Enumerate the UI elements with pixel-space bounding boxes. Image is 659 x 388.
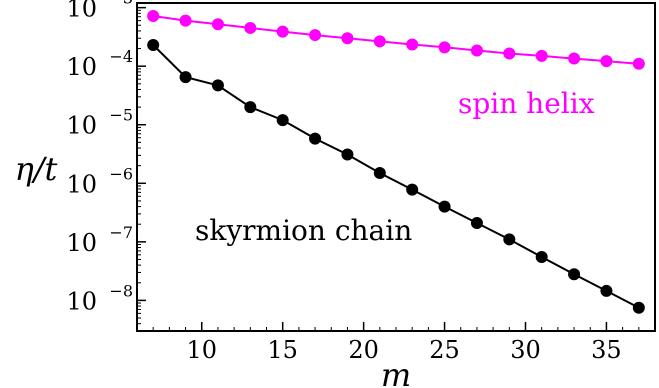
data-point [406, 38, 419, 51]
series-label-spin-helix: spin helix [458, 87, 595, 120]
data-point [373, 166, 386, 179]
x-tick-label: 15 [267, 336, 298, 364]
data-point [276, 25, 289, 38]
x-tick-label: 20 [348, 336, 379, 364]
data-point [632, 301, 645, 314]
plot-frame [136, 2, 656, 332]
x-axis-ticks: 10 15 20 25 30 35 [152, 322, 640, 364]
data-point [470, 44, 483, 57]
data-point [244, 101, 257, 114]
y-tick-label: 10 [66, 170, 97, 198]
data-point [503, 233, 516, 246]
series-layer [147, 9, 645, 314]
series-label-skyrmion-chain: skyrmion chain [195, 214, 412, 247]
y-tick-label: 10 [66, 287, 97, 315]
data-point [568, 268, 581, 281]
x-tick-label: 25 [429, 336, 460, 364]
series-line-1 [152, 44, 640, 309]
data-point [438, 200, 451, 213]
data-point [179, 14, 192, 27]
x-tick-label: 30 [510, 336, 541, 364]
y-tick-label: 10 [66, 112, 97, 140]
data-point [147, 9, 160, 22]
data-point [568, 52, 581, 65]
data-point [341, 32, 354, 45]
y-tick-exponent: −5 [109, 106, 133, 125]
data-point [373, 35, 386, 48]
data-point [438, 41, 451, 54]
data-point [211, 79, 224, 92]
y-tick-label: 10 [66, 53, 97, 81]
y-tick-exponent: −6 [109, 164, 133, 183]
data-point [244, 21, 257, 34]
x-axis-label: m [381, 356, 411, 388]
data-point [600, 284, 613, 297]
data-point [276, 114, 289, 127]
y-tick-exponent: −8 [109, 281, 133, 300]
y-tick-exponent: −7 [109, 223, 133, 242]
y-tick-label: 10 [66, 229, 97, 257]
data-point [341, 148, 354, 161]
y-tick-label: 10 [66, 0, 97, 23]
data-point [535, 251, 548, 264]
data-point [535, 49, 548, 62]
x-tick-label: 35 [591, 336, 622, 364]
data-point [179, 71, 192, 84]
y-tick-exponent: −3 [109, 0, 133, 8]
data-point [211, 18, 224, 31]
y-axis-ticks: 10 −8 10 −7 10 −6 10 −5 10 −4 10 −3 [66, 0, 146, 332]
data-point [406, 183, 419, 196]
data-point [309, 132, 322, 145]
data-point [503, 47, 516, 60]
y-axis-label: η/t [15, 150, 58, 188]
data-point [600, 55, 613, 68]
data-point [309, 29, 322, 42]
x-tick-label: 10 [186, 336, 217, 364]
data-point [147, 39, 160, 52]
data-point [632, 57, 645, 70]
y-tick-exponent: −4 [109, 47, 133, 66]
data-point [470, 216, 483, 229]
series-line-0 [153, 15, 639, 65]
